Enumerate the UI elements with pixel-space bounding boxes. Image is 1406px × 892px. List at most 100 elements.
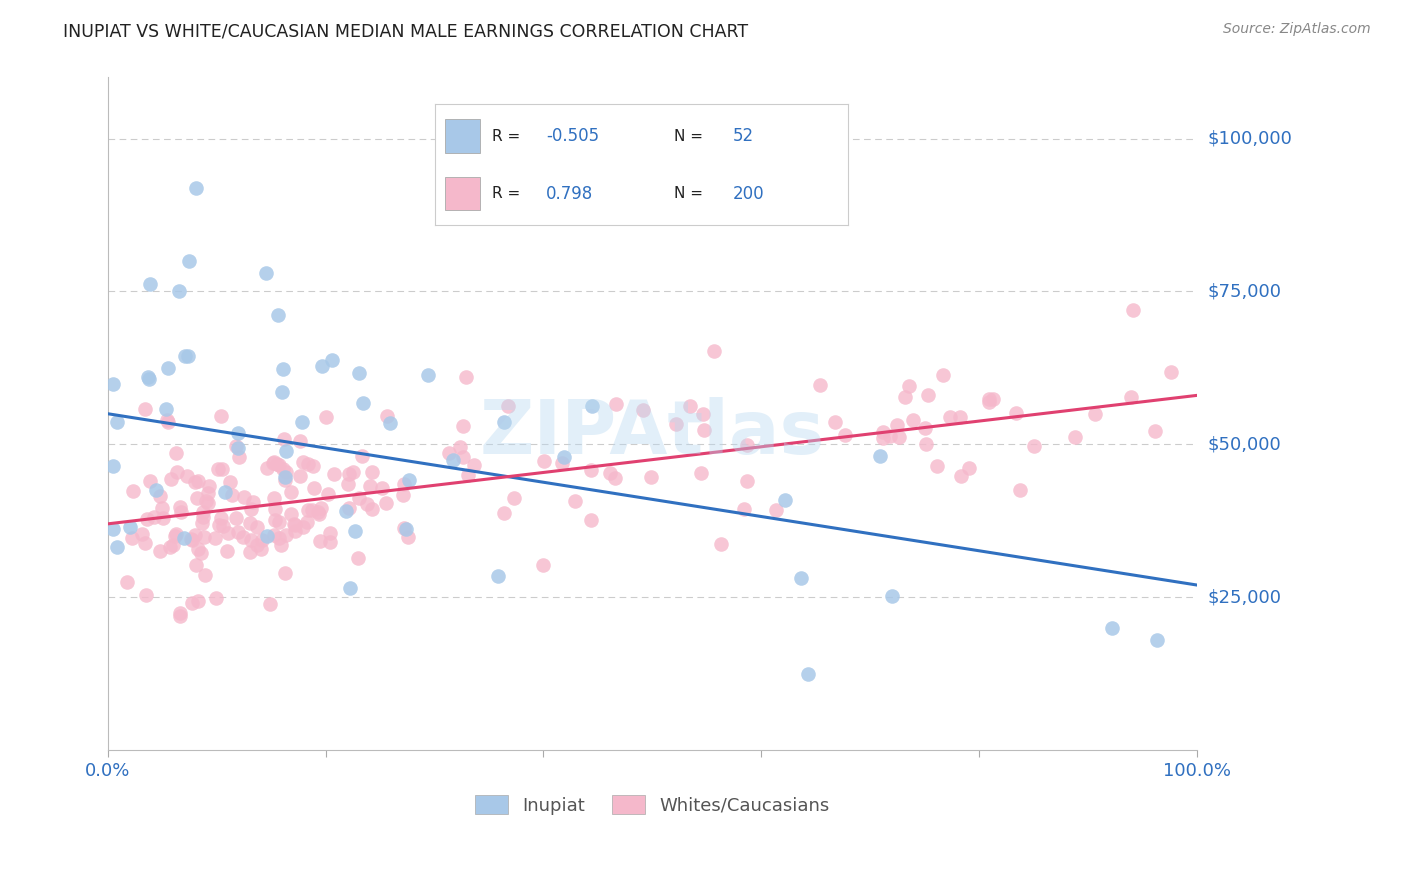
Point: [302, 481, 325, 495]
Point: [262, 456, 284, 470]
Point: [120, 520, 142, 534]
Text: ZIPAtlas: ZIPAtlas: [479, 398, 825, 470]
Point: [605, 471, 627, 485]
Point: [266, 457, 288, 471]
Point: [356, 497, 378, 511]
Point: [335, 504, 357, 518]
Legend: Inupiat, Whites/Caucasians: Inupiat, Whites/Caucasians: [468, 788, 837, 822]
Point: [150, 501, 173, 516]
Point: [665, 417, 688, 431]
Text: $100,000: $100,000: [1208, 129, 1292, 147]
Point: [232, 530, 254, 544]
Point: [246, 520, 269, 534]
Point: [263, 491, 285, 505]
Point: [374, 496, 396, 510]
Point: [977, 392, 1000, 407]
Point: [790, 571, 813, 585]
Point: [226, 442, 249, 456]
Text: Source: ZipAtlas.com: Source: ZipAtlas.com: [1223, 22, 1371, 37]
Point: [553, 450, 575, 465]
Point: [194, 494, 217, 508]
Point: [274, 444, 297, 458]
Point: [291, 455, 314, 469]
Point: [319, 525, 342, 540]
Point: [323, 467, 346, 481]
Point: [139, 277, 162, 291]
Point: [290, 434, 312, 448]
Point: [284, 524, 307, 538]
Point: [733, 501, 755, 516]
Point: [359, 479, 381, 493]
Point: [167, 285, 190, 299]
Point: [915, 437, 938, 451]
Point: [337, 467, 360, 482]
Point: [378, 416, 401, 430]
Point: [581, 400, 603, 414]
Point: [225, 439, 247, 453]
Point: [209, 511, 232, 525]
Point: [342, 466, 364, 480]
Point: [218, 475, 240, 490]
Point: [927, 459, 949, 474]
Point: [352, 395, 374, 409]
Point: [273, 462, 295, 476]
Point: [214, 485, 236, 500]
Point: [581, 463, 603, 477]
Point: [703, 344, 725, 359]
Point: [273, 469, 295, 483]
Point: [502, 491, 524, 505]
Point: [291, 520, 314, 534]
Point: [152, 510, 174, 524]
Point: [893, 390, 915, 404]
Point: [1144, 425, 1167, 439]
Point: [886, 417, 908, 432]
Point: [1010, 483, 1032, 497]
Point: [494, 416, 516, 430]
Point: [149, 489, 172, 503]
Point: [263, 528, 285, 542]
Point: [880, 590, 903, 604]
Point: [280, 508, 302, 522]
Point: [221, 488, 243, 502]
Point: [187, 542, 209, 557]
Point: [1005, 406, 1028, 420]
Point: [191, 504, 214, 518]
Point: [451, 419, 474, 434]
Point: [267, 308, 290, 322]
Point: [155, 401, 177, 416]
Point: [692, 407, 714, 421]
Point: [360, 465, 382, 479]
Point: [273, 566, 295, 581]
Point: [194, 568, 217, 582]
Point: [564, 494, 586, 508]
Point: [1084, 407, 1107, 421]
Point: [492, 506, 515, 520]
Point: [246, 538, 269, 552]
Point: [979, 395, 1001, 409]
Point: [872, 425, 894, 440]
Point: [186, 558, 208, 573]
Point: [264, 513, 287, 527]
Point: [239, 516, 262, 531]
Point: [143, 510, 166, 524]
Point: [551, 456, 574, 470]
Point: [170, 505, 193, 519]
Point: [135, 589, 157, 603]
Text: $50,000: $50,000: [1208, 435, 1281, 453]
Point: [693, 423, 716, 437]
Point: [254, 266, 277, 280]
Point: [709, 537, 731, 551]
Point: [115, 575, 138, 590]
Point: [824, 415, 846, 429]
Point: [166, 465, 188, 479]
Point: [226, 525, 249, 540]
Point: [165, 446, 187, 460]
Point: [101, 458, 124, 473]
Point: [180, 532, 202, 546]
Point: [879, 429, 901, 443]
Point: [101, 377, 124, 392]
Point: [211, 462, 233, 476]
Point: [949, 410, 972, 425]
Point: [107, 540, 129, 554]
Text: $25,000: $25,000: [1208, 588, 1282, 607]
